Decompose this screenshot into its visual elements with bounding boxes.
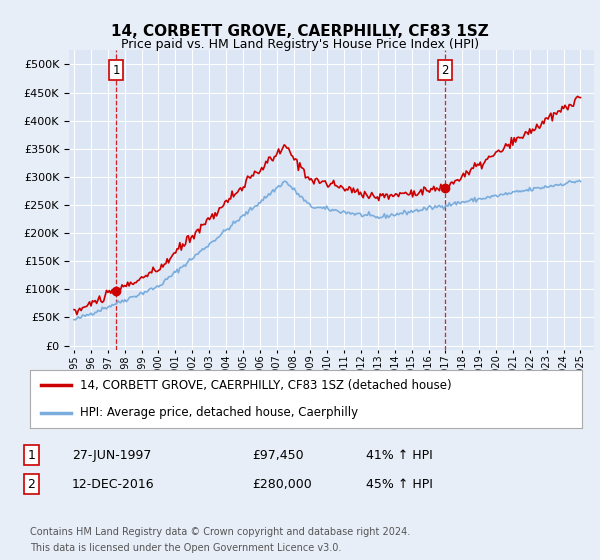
- Text: 27-JUN-1997: 27-JUN-1997: [72, 449, 151, 462]
- Text: Contains HM Land Registry data © Crown copyright and database right 2024.: Contains HM Land Registry data © Crown c…: [30, 527, 410, 537]
- Text: 1: 1: [27, 449, 35, 462]
- Text: 2: 2: [27, 478, 35, 491]
- Text: HPI: Average price, detached house, Caerphilly: HPI: Average price, detached house, Caer…: [80, 406, 358, 419]
- Text: This data is licensed under the Open Government Licence v3.0.: This data is licensed under the Open Gov…: [30, 543, 341, 553]
- Text: 45% ↑ HPI: 45% ↑ HPI: [366, 478, 433, 491]
- Text: 14, CORBETT GROVE, CAERPHILLY, CF83 1SZ (detached house): 14, CORBETT GROVE, CAERPHILLY, CF83 1SZ …: [80, 379, 451, 392]
- Text: 14, CORBETT GROVE, CAERPHILLY, CF83 1SZ: 14, CORBETT GROVE, CAERPHILLY, CF83 1SZ: [111, 24, 489, 39]
- Text: 12-DEC-2016: 12-DEC-2016: [72, 478, 155, 491]
- Text: 1: 1: [112, 64, 120, 77]
- Text: 2: 2: [441, 64, 448, 77]
- Text: 41% ↑ HPI: 41% ↑ HPI: [366, 449, 433, 462]
- Text: £97,450: £97,450: [252, 449, 304, 462]
- Text: £280,000: £280,000: [252, 478, 312, 491]
- Text: Price paid vs. HM Land Registry's House Price Index (HPI): Price paid vs. HM Land Registry's House …: [121, 38, 479, 51]
